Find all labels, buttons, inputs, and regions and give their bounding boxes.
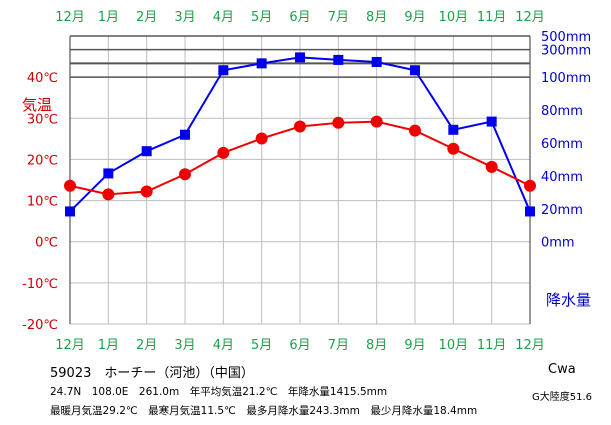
chart-grid xyxy=(69,35,531,325)
month-label-top: 2月 xyxy=(136,10,157,25)
precipitation-tick-label: 60mm xyxy=(541,137,583,152)
station-summary-1: 24.7N 108.0E 261.0m 年平均気温21.2℃ 年降水量1415.… xyxy=(50,386,388,398)
month-label-top: 7月 xyxy=(328,10,349,25)
month-label-bottom: 2月 xyxy=(136,338,157,353)
month-label-bottom: 5月 xyxy=(251,338,272,353)
temperature-tick-label: 40℃ xyxy=(27,71,58,86)
precipitation-tick-label: 40mm xyxy=(541,170,583,185)
temperature-point xyxy=(294,120,306,133)
temperature-point xyxy=(332,116,345,129)
precipitation-point xyxy=(180,129,190,140)
temperature-point xyxy=(485,160,498,173)
precipitation-point xyxy=(486,116,497,127)
precipitation-point xyxy=(410,65,420,76)
precipitation-axis-label: 降水量 xyxy=(546,291,591,309)
precipitation-point xyxy=(103,168,114,179)
month-label-bottom: 9月 xyxy=(404,338,425,353)
temperature-point xyxy=(64,179,76,192)
month-label-bottom: 1月 xyxy=(98,338,119,353)
month-label-top: 10月 xyxy=(439,10,469,25)
month-label-bottom: 12月 xyxy=(55,338,85,353)
precipitation-point xyxy=(448,124,459,135)
precipitation-point xyxy=(218,65,229,76)
precipitation-point xyxy=(295,52,305,63)
temperature-point xyxy=(524,179,536,192)
temperature-axis-label: 気温 xyxy=(22,96,52,114)
station-name: 59023 ホーチー（河池）（中国） xyxy=(50,366,254,381)
temperature-tick-label: 30℃ xyxy=(27,112,58,127)
temperature-tick-label: 20℃ xyxy=(27,153,58,168)
precipitation-tick-label: 300mm xyxy=(541,44,591,59)
continentality-index: G大陸度51.6 xyxy=(532,392,593,403)
month-label-bottom: 10月 xyxy=(439,338,469,353)
station-summary-2: 最暖月気温29.2℃ 最寒月気温11.5℃ 最多月降水量243.3mm 最少月降… xyxy=(50,405,478,417)
month-label-top: 4月 xyxy=(213,10,234,25)
temperature-point xyxy=(409,124,421,137)
month-label-bottom: 8月 xyxy=(366,338,387,353)
bottom-month-labels: 12月 1月 2月 3月 4月 5月 6月 7月 8月 9月 10月 11月 12月 xyxy=(55,338,545,353)
month-label-top: 3月 xyxy=(174,10,195,25)
month-label-top: 8月 xyxy=(366,10,387,25)
temperature-point xyxy=(370,115,383,128)
chart-series xyxy=(64,52,536,217)
precipitation-point xyxy=(65,206,75,217)
precipitation-tick-label: 100mm xyxy=(541,71,591,86)
month-label-top: 9月 xyxy=(404,10,425,25)
month-label-bottom: 4月 xyxy=(213,338,234,353)
precipitation-point xyxy=(141,146,152,157)
temperature-point xyxy=(447,142,460,155)
precipitation-tick-label: 20mm xyxy=(541,203,583,218)
climate-class: Cwa xyxy=(548,362,576,377)
month-label-top: 11月 xyxy=(477,10,507,25)
precipitation-point xyxy=(333,54,344,65)
precipitation-point xyxy=(525,206,535,217)
temperature-tick-label: -10℃ xyxy=(22,277,58,292)
month-label-bottom: 11月 xyxy=(477,338,507,353)
temperature-point xyxy=(217,146,230,159)
temperature-tick-label: -20℃ xyxy=(22,318,58,333)
month-label-top: 12月 xyxy=(55,10,85,25)
month-label-top: 5月 xyxy=(251,10,272,25)
month-label-bottom: 3月 xyxy=(174,338,195,353)
precipitation-point xyxy=(256,58,267,69)
temperature-point xyxy=(140,185,153,198)
temperature-axis-ticks: 40℃ 30℃ 20℃ 10℃ 0℃ -10℃ -20℃ xyxy=(22,71,58,333)
month-label-bottom: 6月 xyxy=(289,338,310,353)
month-label-top: 6月 xyxy=(289,10,310,25)
temperature-point xyxy=(179,168,191,181)
temperature-point xyxy=(102,188,115,201)
month-label-top: 1月 xyxy=(98,10,119,25)
precipitation-point xyxy=(371,56,382,67)
month-label-bottom: 12月 xyxy=(515,338,545,353)
temperature-tick-label: 0℃ xyxy=(35,236,58,251)
month-label-top: 12月 xyxy=(515,10,545,25)
precipitation-tick-label: 0mm xyxy=(541,236,575,251)
temperature-tick-label: 10℃ xyxy=(27,195,58,210)
top-month-labels: 12月 1月 2月 3月 4月 5月 6月 7月 8月 9月 10月 11月 12月 xyxy=(55,10,545,25)
month-label-bottom: 7月 xyxy=(328,338,349,353)
precipitation-tick-label: 80mm xyxy=(541,104,583,119)
temperature-point xyxy=(255,132,268,145)
precipitation-tick-label: 500mm xyxy=(541,30,591,45)
